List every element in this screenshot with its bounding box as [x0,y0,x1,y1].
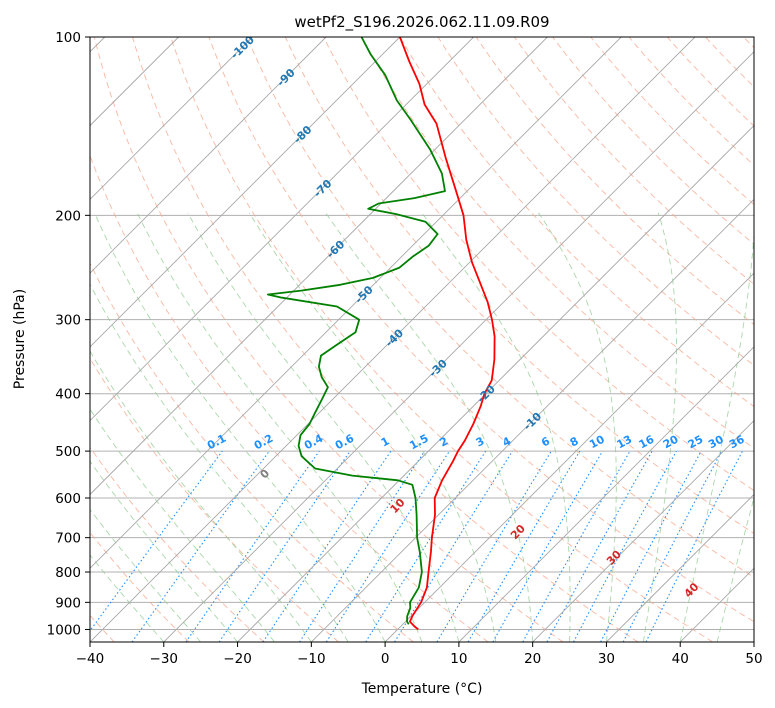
y-tick-label: 600 [55,491,81,507]
moist-adiabat-line [90,460,238,642]
pressure-gridlines [90,37,754,630]
dewpoint-line [267,37,446,625]
y-axis-ticks: 100 200 300 400 500 600 700 800 900 1000 [47,30,90,638]
dry-adiabat-line [514,37,754,285]
isotherm-line [90,37,253,200]
moist-adiabat-line [187,212,460,642]
mixing-ratio-label: 13 [615,433,635,452]
moist-adiabat-line [642,212,677,642]
mixing-ratio-label: 20 [661,433,681,452]
mixing-ratio-line [185,450,320,642]
x-tick-label: −20 [223,651,252,667]
y-tick-label: 800 [55,565,81,581]
moist-adiabat-line [325,212,534,642]
isotherm-line [163,51,754,642]
mixing-ratio-label: 16 [637,433,657,452]
moist-adiabat-line [248,212,497,642]
x-tick-label: −10 [297,651,326,667]
mixing-ratio-label: 25 [686,433,706,452]
x-axis-ticks: −40 −30 −20 −10 0 10 20 30 40 50 [76,642,763,667]
x-tick-label: 0 [381,651,390,667]
mixing-ratio-line [492,450,604,642]
mixing-ratio-line [467,450,581,642]
x-tick-label: −30 [150,651,179,667]
dry-adiabat-line [399,37,754,407]
isotherm-line [90,37,401,348]
x-axis-label: Temperature (°C) [361,681,483,697]
x-tick-label: 10 [450,651,467,667]
dry-adiabat-line [170,37,713,642]
mixing-ratio-line [218,450,351,642]
y-tick-label: 900 [55,595,81,611]
mixing-ratio-line [436,450,552,642]
isotherm-line [606,493,754,642]
moist-adiabat-line [538,212,617,642]
y-tick-label: 200 [55,208,81,224]
dry-adiabat-line [132,37,639,642]
isotherm-line [458,346,754,642]
isotherm-line [90,37,548,496]
moist-adiabat-line [136,212,423,642]
mixing-ratio-label: 30 [706,433,726,452]
mixing-ratio-line [394,450,513,642]
y-tick-label: 1000 [47,622,81,638]
chart-title: wetPf2_S196.2026.062.11.09.R09 [294,13,549,32]
dry-adiabat-line [284,37,754,535]
plot-frame [89,36,755,643]
mixing-ratio-label: 10 [587,433,607,452]
y-tick-label: 300 [55,313,81,329]
x-tick-label: 40 [672,651,689,667]
isotherm-line [90,37,622,569]
isotherms [90,37,754,642]
y-tick-label: 700 [55,531,81,547]
mixing-ratio-line [131,450,270,642]
y-tick-label: 500 [55,444,81,460]
x-tick-label: 30 [598,651,615,667]
x-tick-label: −40 [76,651,105,667]
moist-adiabat-line [94,212,386,642]
isotherm-line [237,124,754,642]
isotherm-line [90,37,327,274]
sounding-profiles [267,37,496,631]
dry-adiabat-line [90,446,265,642]
isotherm-line [532,420,754,642]
dry-adiabat-line [323,37,754,492]
y-tick-label: 100 [55,30,81,46]
dry-adiabat-line [628,37,754,166]
dry-adiabat-line [552,37,754,245]
isotherm-line [90,37,696,642]
x-tick-label: 20 [524,651,541,667]
dry-adiabat-line [208,37,754,623]
moist-adiabat-line [421,212,571,642]
mixing-ratio-line [573,450,677,642]
mixing-ratio-line [522,450,631,642]
mixing-ratio-label: 36 [727,433,747,452]
y-tick-label: 400 [55,387,81,403]
mixing-ratio-line [325,450,450,642]
dry-adiabat-line [246,37,754,578]
moist-adiabat-line [90,408,275,642]
mixing-ratio-lines [90,450,743,642]
isotherm-line [311,198,754,642]
y-axis-label: Pressure (hPa) [12,289,28,389]
mixing-ratio-line [90,450,223,632]
dry-adiabat-line [437,37,754,366]
x-tick-label: 50 [745,651,762,667]
temperature-line [399,37,496,631]
mixing-ratio-line [365,450,487,642]
isotherm-line [90,37,474,422]
dry-adiabat-line [90,262,414,642]
isotherm-line [384,272,754,642]
